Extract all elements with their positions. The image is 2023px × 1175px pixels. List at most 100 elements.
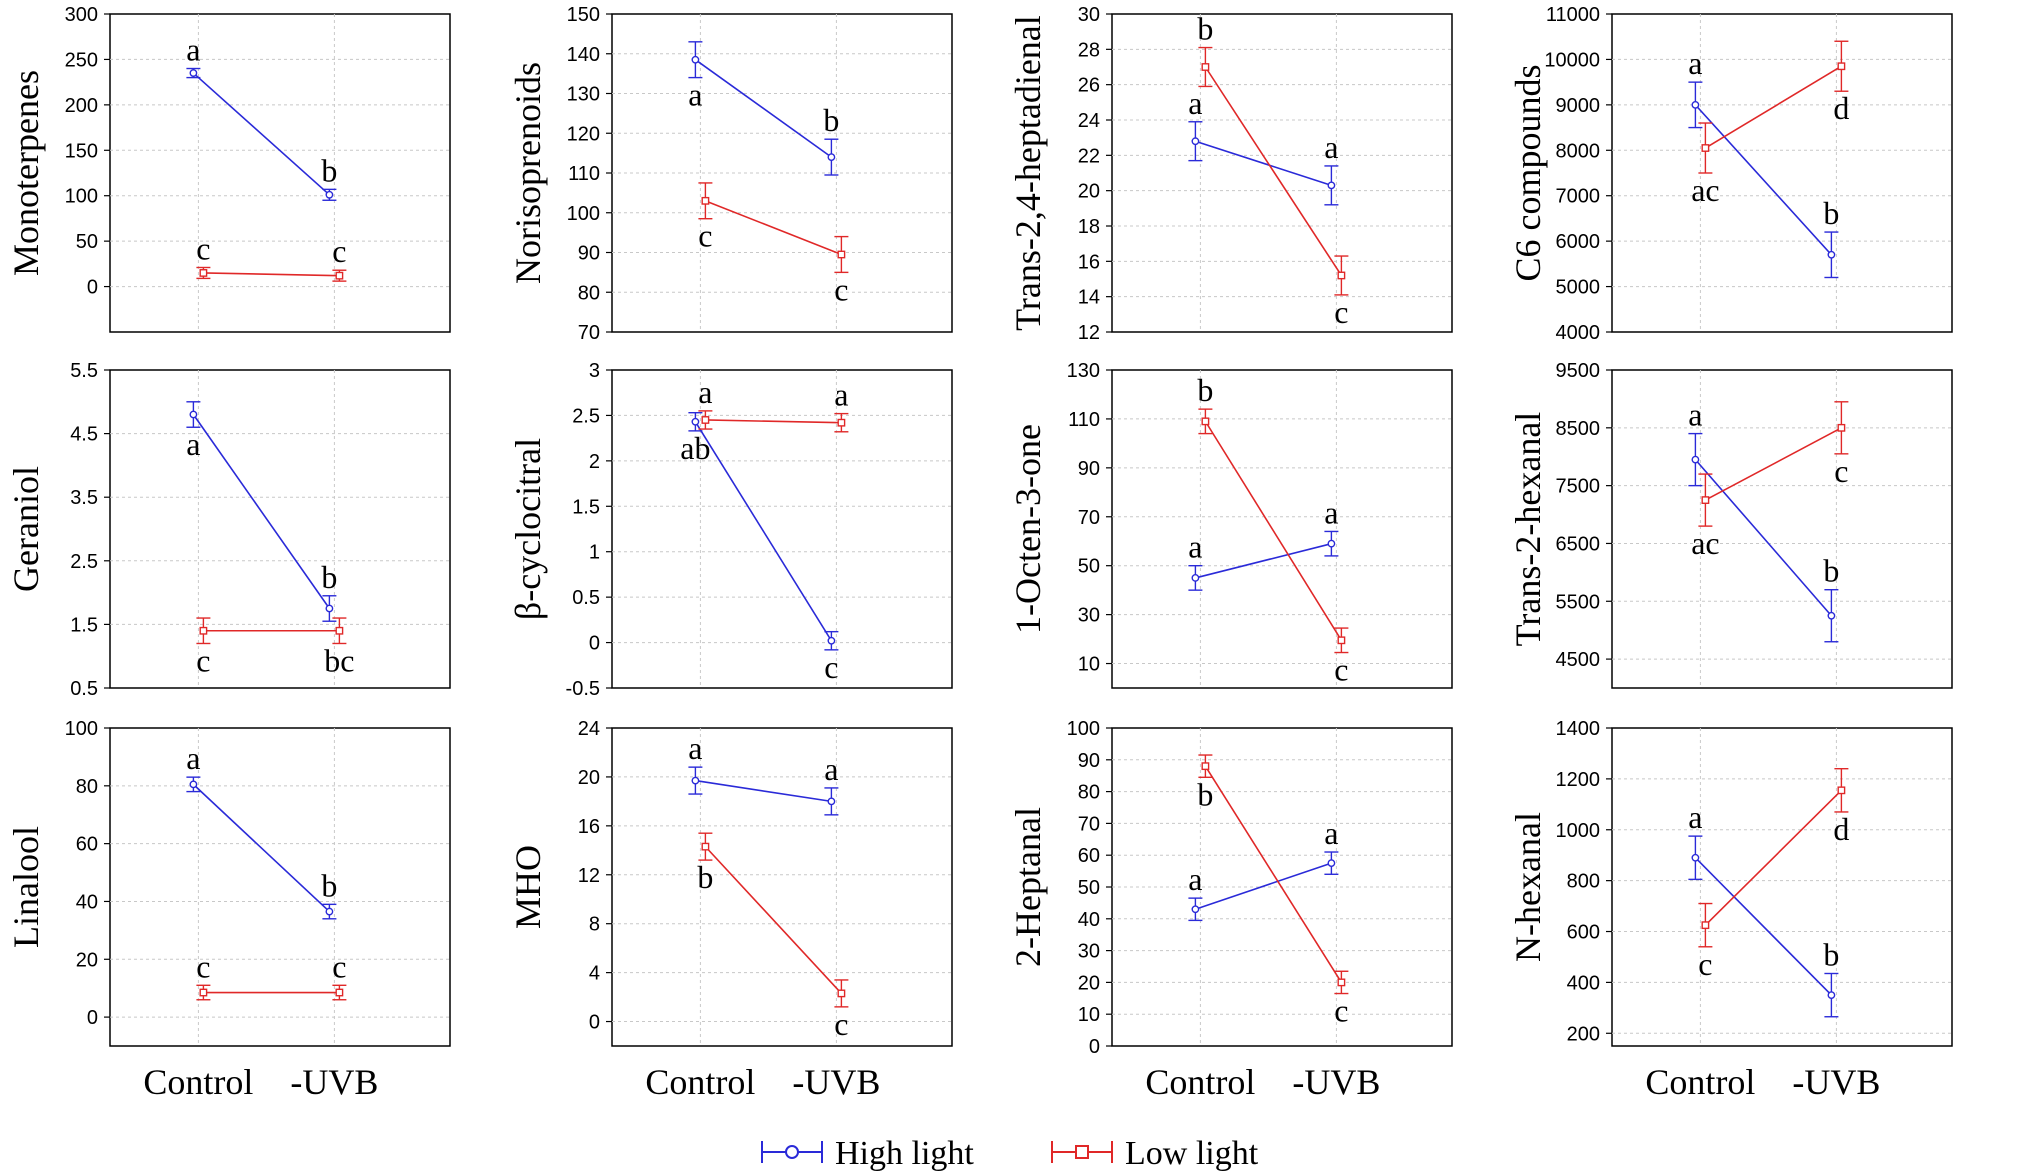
significance-label: a (688, 730, 702, 766)
significance-label: c (1334, 993, 1348, 1029)
series-high-light: ab c (680, 412, 839, 685)
data-point (1827, 611, 1836, 620)
x-category-label: Control (645, 1062, 755, 1102)
significance-label: a (1324, 129, 1338, 165)
significance-label: c (196, 948, 210, 984)
data-point (1827, 250, 1836, 259)
y-tick-label: 0.5 (572, 587, 600, 609)
data-point (1337, 978, 1346, 987)
significance-label: a (1188, 529, 1202, 565)
data-point (1691, 100, 1700, 109)
significance-label: b (1197, 776, 1213, 812)
data-point (1701, 496, 1710, 504)
series-high-light: ab (1688, 397, 1839, 643)
y-tick-label: 250 (65, 49, 98, 71)
significance-label: c (332, 948, 346, 984)
y-tick-label: 7000 (1556, 186, 1601, 208)
data-point (1201, 762, 1210, 771)
x-category-label: -UVB (290, 1062, 378, 1102)
series-high-light: aa (1188, 85, 1339, 206)
data-point (325, 604, 334, 613)
data-point (189, 410, 198, 419)
y-tick-label: 30 (1078, 605, 1100, 627)
series-low-light: cd (1698, 768, 1849, 982)
legend-low-light-label: Low light (1125, 1135, 1259, 1172)
x-category-label: Control (143, 1062, 253, 1102)
series-high-light: ab (688, 41, 839, 176)
significance-label: a (1188, 85, 1202, 121)
y-tick-label: 600 (1567, 922, 1600, 944)
significance-label: a (186, 740, 200, 776)
series-low-light: bc (1197, 754, 1349, 1029)
y-tick-label: 0 (87, 277, 98, 299)
y-tick-label: 20 (578, 767, 600, 789)
significance-label: c (698, 218, 712, 254)
y-tick-label: 0 (87, 1007, 98, 1029)
y-tick-label: 40 (76, 891, 98, 913)
significance-label: b (321, 867, 337, 903)
significance-label: c (824, 649, 838, 685)
y-tick-label: 100 (65, 718, 98, 740)
data-point (199, 269, 208, 277)
y-tick-label: 3.5 (70, 487, 98, 509)
data-point (325, 190, 334, 199)
y-tick-label: 1400 (1556, 718, 1601, 740)
data-point (189, 69, 198, 77)
significance-label: b (321, 152, 337, 188)
y-tick-label: 26 (1078, 75, 1100, 97)
y-tick-label: 90 (578, 243, 600, 265)
significance-label: ab (680, 430, 710, 466)
series-low-light: cc (698, 182, 849, 307)
y-tick-label: 1 (589, 542, 600, 564)
y-tick-label: 4.5 (70, 424, 98, 446)
y-tick-label: 8 (589, 914, 600, 936)
y-tick-label: 100 (567, 203, 600, 225)
series-low-light: bc (1197, 11, 1348, 330)
data-point (1191, 137, 1200, 146)
series-line (1704, 65, 1842, 149)
y-tick-label: 14 (1078, 287, 1100, 309)
significance-label: c (196, 642, 210, 678)
y-tick-label: 5.5 (70, 360, 98, 382)
plot-frame (1111, 369, 1453, 689)
series-line (1195, 140, 1332, 187)
significance-label: a (186, 426, 200, 462)
plot-frame (109, 369, 451, 689)
series-line (705, 200, 842, 256)
data-point (837, 418, 846, 427)
y-tick-label: 10 (1078, 654, 1100, 676)
y-tick-label: 2 (589, 451, 600, 473)
data-point (335, 626, 344, 635)
y-axis-label: N-hexanal (1508, 812, 1548, 962)
y-tick-label: 8000 (1556, 140, 1601, 162)
series-line (705, 419, 842, 424)
significance-label: b (1197, 372, 1213, 408)
significance-label: a (186, 32, 200, 68)
series-high-light: ab (186, 32, 337, 201)
data-point (1837, 786, 1846, 795)
y-tick-label: 130 (1067, 360, 1100, 382)
data-point (1327, 539, 1336, 548)
significance-label: a (688, 77, 702, 113)
y-tick-label: 9000 (1556, 95, 1601, 117)
significance-label: b (1823, 195, 1839, 231)
significance-label: a (1324, 494, 1338, 530)
plot-frame (109, 13, 451, 333)
legend: High light Low light (761, 1135, 1259, 1172)
y-tick-label: 0 (589, 633, 600, 655)
y-tick-label: 6000 (1556, 231, 1601, 253)
significance-label: b (1823, 553, 1839, 589)
y-tick-label: 60 (1078, 845, 1100, 867)
y-tick-label: 20 (1078, 181, 1100, 203)
significance-label: c (1834, 453, 1848, 489)
y-tick-label: 28 (1078, 39, 1100, 61)
y-axis-label: β-cyclocitral (508, 438, 548, 620)
plot-frame (1111, 13, 1453, 333)
data-point (827, 153, 836, 162)
significance-label: c (1334, 294, 1348, 330)
y-tick-label: 400 (1567, 972, 1600, 994)
y-tick-label: 4500 (1556, 649, 1601, 671)
y-tick-label: 200 (1567, 1023, 1600, 1045)
